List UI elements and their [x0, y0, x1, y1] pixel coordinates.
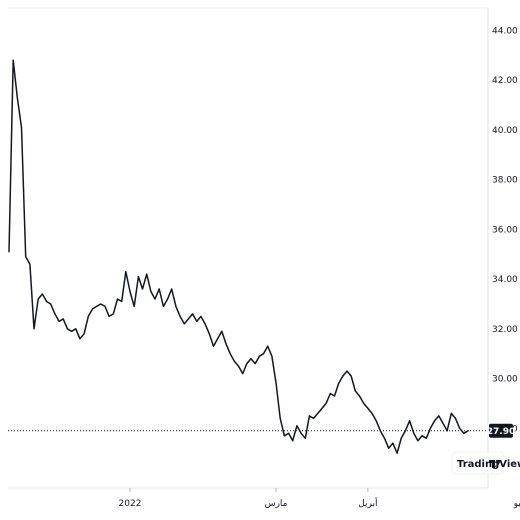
y-tick-label: 30.00 — [492, 375, 518, 385]
last-price-label: 27.90 — [487, 427, 515, 437]
tradingview-icon — [489, 460, 501, 468]
last-price-badge: 27.90 — [487, 423, 515, 438]
watermark-text: TradingView — [457, 459, 520, 470]
x-tick-label: أبريل — [358, 497, 377, 509]
last-price-badge-bg — [489, 423, 513, 438]
y-tick-label: 42.00 — [492, 76, 518, 86]
x-tick-label: يونيو — [513, 499, 520, 509]
series-line — [8, 59, 469, 454]
y-tick-label: 40.00 — [492, 126, 518, 136]
y-tick-label: 32.00 — [492, 325, 518, 335]
x-tick-label: 2022 — [119, 499, 142, 509]
y-tick-label: 44.00 — [492, 26, 518, 36]
time-axis: 2022مارسأبريليونيوأغسطسسبتمبرنوفمبر — [119, 488, 520, 509]
y-tick-label: 34.00 — [492, 275, 518, 285]
y-tick-label: 38.00 — [492, 176, 518, 186]
logo-frame — [451, 451, 505, 475]
y-tick-label: 36.00 — [492, 225, 518, 235]
x-tick-label: مارس — [265, 499, 288, 509]
tradingview-logo[interactable]: TradingView — [451, 451, 520, 475]
